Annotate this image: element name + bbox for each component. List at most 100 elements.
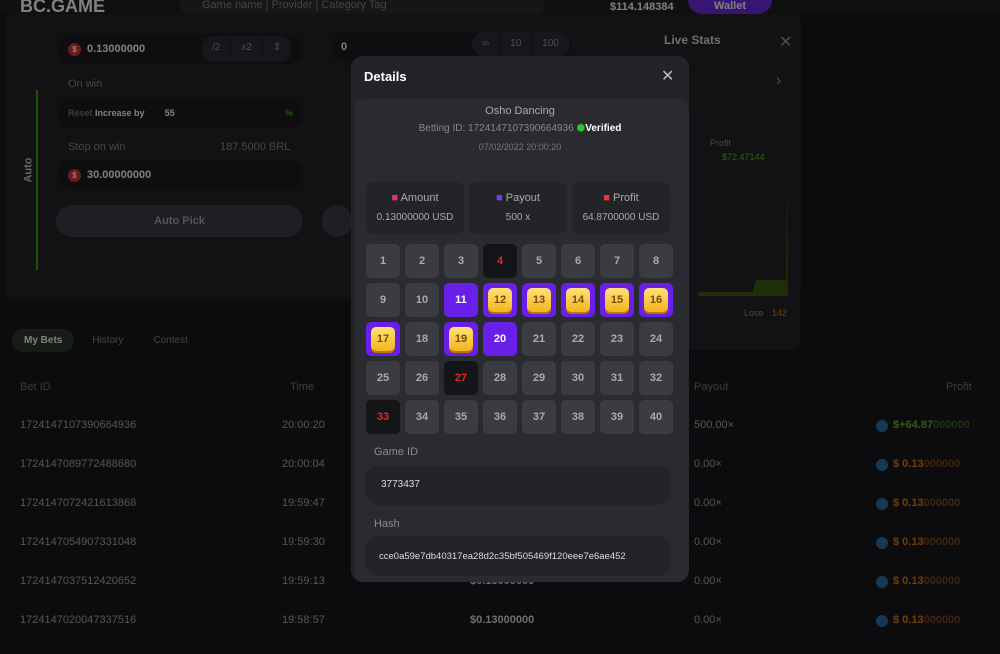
on-win-label: On win	[68, 78, 103, 90]
number-cell-16: 16	[639, 283, 673, 317]
hash-field[interactable]: cce0a59e7db40317ea28d2c35bf505469f120eee…	[365, 536, 671, 576]
auto-pick-button[interactable]: Auto Pick	[56, 205, 303, 237]
close-icon[interactable]: ✕	[661, 68, 675, 85]
bet-payout: 500.00×	[694, 419, 735, 431]
profit-tail: 000000	[933, 419, 970, 431]
bet-id[interactable]: 1724147107390664936	[20, 419, 137, 431]
number-cell-9: 9	[366, 283, 400, 317]
number-cell-8: 8	[639, 244, 673, 278]
card-label: Amount	[400, 192, 439, 204]
stop-brl: 187.5000 BRL	[220, 141, 291, 153]
profit-main: $ 0.13	[893, 497, 924, 509]
tab-contest[interactable]: Contest	[153, 335, 188, 346]
number-cell-14: 14	[561, 283, 595, 317]
bets-value: 0	[341, 41, 348, 53]
stop-on-win-label: Stop on win	[68, 141, 126, 153]
number-cell-27: 27	[444, 361, 478, 395]
table-row[interactable]: 1724147020047337516 19:58:57 $0.13000000…	[0, 614, 1000, 654]
auto-indicator	[36, 90, 38, 270]
coin-icon	[876, 615, 888, 627]
bet-id[interactable]: 1724147020047337516	[20, 614, 137, 626]
number-cell-35: 35	[444, 400, 478, 434]
number-cell-13: 13	[522, 283, 556, 317]
number-cell-26: 26	[405, 361, 439, 395]
table-row[interactable]: 1724147107390664936 20:00:20 500.00× $+6…	[0, 419, 1000, 459]
game-id-field[interactable]: 3773437	[365, 465, 671, 505]
table-row[interactable]: 1724147072421613868 19:59:47 0.00× $ 0.1…	[0, 497, 1000, 537]
bets-buttons[interactable]: ∞ 10 100	[472, 32, 570, 56]
bet-id[interactable]: 1724147037512420652	[20, 575, 137, 587]
chevron-right-icon[interactable]: ›	[776, 72, 782, 89]
number-cell-23: 23	[600, 322, 634, 356]
range-button[interactable]: ⇕	[263, 36, 293, 62]
bet-time: 19:59:13	[282, 575, 325, 587]
on-win-row[interactable]: Reset Increase by 55%	[58, 98, 303, 128]
game-id-label: Game ID	[374, 446, 419, 458]
bet-time: 19:59:30	[282, 536, 325, 548]
bet-payout: 0.00×	[694, 614, 722, 626]
bet-profit: $ 0.13000000	[893, 614, 960, 626]
stop-value: 30.00000000	[87, 169, 152, 181]
number-cell-31: 31	[600, 361, 634, 395]
tab-history[interactable]: History	[92, 335, 124, 346]
start-button[interactable]	[322, 205, 352, 237]
betting-id: Betting ID: 1724147107390664936	[418, 123, 574, 134]
half-button[interactable]: /2	[202, 36, 232, 62]
coin-icon: $	[68, 42, 81, 56]
infinite-button[interactable]: ∞	[472, 32, 501, 56]
number-cell-12: 12	[483, 283, 517, 317]
table-row[interactable]: 1724147054907331048 19:59:30 0.00× $ 0.1…	[0, 536, 1000, 576]
card-label: Profit	[613, 192, 639, 204]
bet-id[interactable]: 1724147054907331048	[20, 536, 137, 548]
live-stats-title: Live Stats	[664, 33, 721, 47]
increase-option[interactable]: Increase by	[95, 108, 145, 118]
gem-tile: 16	[644, 288, 668, 312]
coin-icon	[876, 576, 888, 588]
search-input[interactable]: Game name | Provider | Category Tag	[180, 0, 545, 14]
table-row[interactable]: 1724147089772488680 20:00:04 0.00× $ 0.1…	[0, 458, 1000, 498]
col-payout: Payout	[694, 381, 729, 393]
hash-label: Hash	[374, 518, 400, 530]
details-modal: Details ✕ Osho Dancing Betting ID: 17241…	[351, 56, 689, 582]
increase-value[interactable]: 55	[164, 108, 175, 118]
shield-icon: ⬢	[576, 123, 586, 134]
gem-tile: 14	[566, 288, 590, 312]
close-icon[interactable]: ✕	[779, 34, 793, 51]
number-cell-25: 25	[366, 361, 400, 395]
number-cell-19: 19	[444, 322, 478, 356]
number-cell-18: 18	[405, 322, 439, 356]
mode-auto[interactable]: Auto	[22, 157, 35, 183]
ten-button[interactable]: 10	[500, 32, 533, 56]
table-row[interactable]: 1724147037512420652 19:59:13 $0.13000000…	[0, 575, 1000, 615]
balance: $114.148384	[610, 1, 674, 13]
hundred-button[interactable]: 100	[532, 32, 570, 56]
reset-option[interactable]: Reset	[68, 108, 93, 118]
number-cell-39: 39	[600, 400, 634, 434]
bet-id[interactable]: 1724147089772488680	[20, 458, 137, 470]
double-button[interactable]: x2	[231, 36, 263, 62]
profit-main: $+64.87	[893, 419, 934, 431]
wallet-button[interactable]: Wallet	[688, 0, 772, 14]
number-cell-24: 24	[639, 322, 673, 356]
number-cell-4: 4	[483, 244, 517, 278]
logo[interactable]: BC.GAME	[20, 0, 105, 16]
card-label: Payout	[505, 192, 540, 204]
number-cell-22: 22	[561, 322, 595, 356]
profit-chart	[698, 180, 788, 296]
bet-payout: 0.00×	[694, 536, 722, 548]
coin-icon	[876, 498, 888, 510]
profit-main: $ 0.13	[893, 575, 924, 587]
amount-buttons[interactable]: /2 x2 ⇕	[202, 36, 293, 62]
number-cell-38: 38	[561, 400, 595, 434]
bet-date: 07/02/2022 20:00:20	[478, 142, 562, 152]
number-cell-40: 40	[639, 400, 673, 434]
number-cell-33: 33	[366, 400, 400, 434]
stop-on-win-input[interactable]: $30.00000000	[58, 160, 303, 190]
number-cell-30: 30	[561, 361, 595, 395]
gem-tile: 17	[371, 327, 395, 351]
bet-id[interactable]: 1724147072421613868	[20, 497, 137, 509]
number-cell-34: 34	[405, 400, 439, 434]
tab-my-bets[interactable]: My Bets	[12, 329, 75, 352]
number-cell-7: 7	[600, 244, 634, 278]
bet-profit: $ 0.13000000	[893, 536, 960, 548]
